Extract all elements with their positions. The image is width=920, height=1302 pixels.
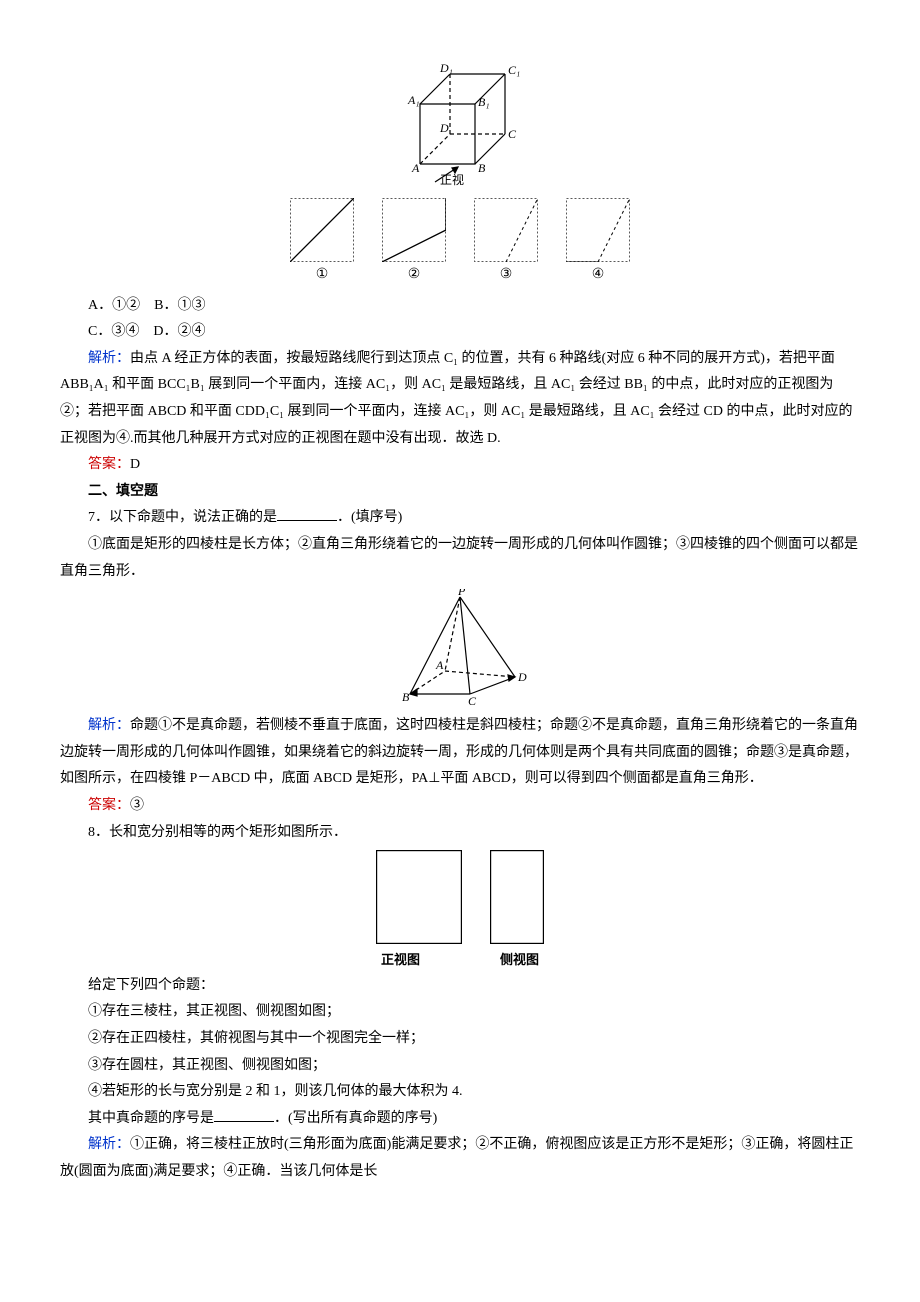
q8-which: 其中真命题的序号是 ．(写出所有真命题的序号)	[60, 1106, 860, 1133]
svg-text:B: B	[402, 690, 410, 704]
q6-optC: C．③④ D．②④	[60, 319, 860, 346]
q8-which-tail: ．(写出所有真命题的序号)	[274, 1111, 437, 1126]
q7-analysis-label: 解析：	[88, 718, 130, 733]
lbl-D1: D₁	[439, 61, 453, 75]
lbl-C: C	[508, 127, 517, 141]
rect-side	[490, 850, 544, 944]
q7-answer-val: ③	[130, 798, 144, 813]
opt-sq-1: ①	[290, 198, 354, 289]
q6-analysis-text: 由点 A 经正方体的表面，按最短路线爬行到达顶点 C₁ 的位置，共有 6 种路线…	[60, 351, 853, 446]
lbl-A: A	[411, 161, 420, 175]
q8-c2: ②存在正四棱柱，其俯视图与其中一个视图完全一样；	[60, 1026, 860, 1053]
q7-stem-tail: ．(填序号)	[337, 510, 402, 525]
q6-optA: A．①② B．①③	[60, 293, 860, 320]
q8-lead: 给定下列四个命题：	[60, 973, 860, 1000]
q7-line1: ①底面是矩形的四棱柱是长方体；②直角三角形绕着它的一边旋转一周形成的几何体叫作圆…	[60, 532, 860, 585]
cube-svg: A B C D A₁ B₁ C₁ D₁ 正视	[380, 44, 540, 194]
q6-analysis: 解析：由点 A 经正方体的表面，按最短路线爬行到达顶点 C₁ 的位置，共有 6 …	[60, 346, 860, 452]
rect-captions: 正视图 侧视图	[60, 948, 860, 973]
q8-stem: 8．长和宽分别相等的两个矩形如图所示．	[60, 820, 860, 847]
section-2-heading: 二、填空题	[60, 479, 860, 506]
answer-label: 答案：	[88, 457, 130, 472]
q8-c3: ③存在圆柱，其正视图、侧视图如图；	[60, 1053, 860, 1080]
pyramid-svg: P A B C D	[380, 589, 540, 709]
option-squares-row: ① ② ③ ④	[60, 198, 860, 289]
q8-blank	[214, 1107, 274, 1122]
lbl-C1: C₁	[508, 63, 520, 77]
cap-front: 正视图	[381, 948, 420, 973]
q8-c1: ①存在三棱柱，其正视图、侧视图如图；	[60, 999, 860, 1026]
q6-answer: 答案：D	[60, 452, 860, 479]
view-label: 正视	[440, 172, 464, 187]
lbl-A1: A₁	[407, 93, 420, 107]
cap-side: 侧视图	[500, 948, 539, 973]
opt-sq-4: ④	[566, 198, 630, 289]
svg-text:D: D	[517, 670, 527, 684]
q7-answer-label: 答案：	[88, 798, 130, 813]
q7-stem: 7．以下命题中，说法正确的是 ．(填序号)	[60, 505, 860, 532]
svg-text:C: C	[468, 694, 477, 708]
q6-answer-val: D	[130, 457, 140, 472]
q7-answer: 答案：③	[60, 793, 860, 820]
q8-rects	[60, 850, 860, 944]
svg-text:A: A	[435, 658, 444, 672]
q7-analysis-text: 命题①不是真命题，若侧棱不垂直于底面，这时四棱柱是斜四棱柱；命题②不是真命题，直…	[60, 718, 858, 786]
rect-front	[376, 850, 462, 944]
opt-sq-3: ③	[474, 198, 538, 289]
q8-which-text: 其中真命题的序号是	[88, 1111, 214, 1126]
lbl-D: D	[439, 121, 449, 135]
q8-analysis: 解析：①正确，将三棱柱正放时(三角形面为底面)能满足要求；②不正确，俯视图应该是…	[60, 1132, 860, 1185]
q7-analysis: 解析：命题①不是真命题，若侧棱不垂直于底面，这时四棱柱是斜四棱柱；命题②不是真命…	[60, 713, 860, 793]
analysis-label: 解析：	[88, 351, 130, 366]
cube-figure: A B C D A₁ B₁ C₁ D₁ 正视	[60, 44, 860, 194]
pyramid-figure: P A B C D	[60, 589, 860, 709]
q8-c4: ④若矩形的长与宽分别是 2 和 1，则该几何体的最大体积为 4.	[60, 1079, 860, 1106]
opt-sq-2: ②	[382, 198, 446, 289]
q8-analysis-label: 解析：	[88, 1137, 130, 1152]
svg-text:P: P	[457, 589, 466, 598]
q8-analysis-text: ①正确，将三棱柱正放时(三角形面为底面)能满足要求；②不正确，俯视图应该是正方形…	[60, 1137, 853, 1179]
lbl-B1: B₁	[478, 95, 490, 109]
q7-stem-text: 7．以下命题中，说法正确的是	[88, 510, 277, 525]
q7-blank	[277, 506, 337, 521]
lbl-B: B	[478, 161, 486, 175]
